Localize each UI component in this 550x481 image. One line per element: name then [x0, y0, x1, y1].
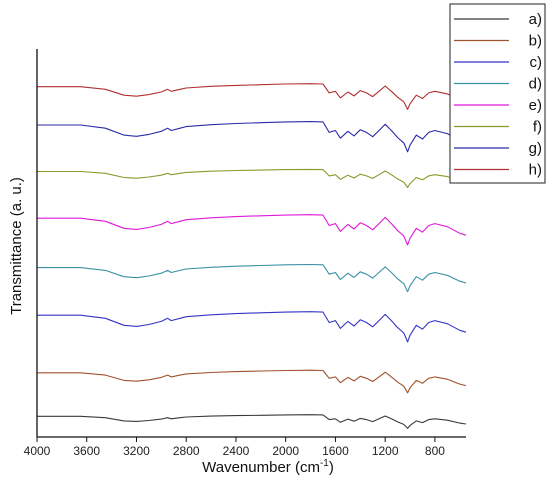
series-line-d — [37, 263, 467, 293]
y-axis-title: Transmittance (a. u.) — [8, 177, 25, 315]
series-line-b — [37, 369, 467, 394]
legend: a) b) c) d) e) f) g) h) — [449, 3, 546, 184]
x-tick-label: 2000 — [272, 444, 299, 458]
legend-label-b: b) — [529, 33, 542, 50]
series-line-a — [37, 414, 467, 429]
series-line-g — [37, 121, 467, 153]
x-axis-title-sup: -1 — [320, 458, 329, 469]
legend-box — [449, 3, 546, 184]
x-tick-label: 1200 — [372, 444, 399, 458]
legend-label-e: e) — [529, 97, 542, 114]
x-axis-title-close: ) — [329, 459, 334, 476]
x-tick-label: 3600 — [73, 444, 100, 458]
x-axis-ticks: 4000 3600 3200 2800 2400 2000 1600 1200 800 — [24, 437, 445, 458]
x-tick-label: 2800 — [173, 444, 200, 458]
series-line-e — [37, 214, 467, 246]
legend-label-a: a) — [529, 11, 542, 28]
series-line-c — [37, 311, 467, 343]
legend-label-g: g) — [529, 140, 542, 157]
plot-area — [37, 83, 467, 429]
x-tick-label: 800 — [425, 444, 445, 458]
series-line-h — [37, 83, 467, 110]
x-axis-title: Wavenumber (cm-1) — [202, 458, 334, 476]
legend-label-f: f) — [533, 119, 542, 136]
x-tick-label: 4000 — [24, 444, 51, 458]
legend-label-d: d) — [529, 76, 542, 93]
legend-label-c: c) — [530, 54, 543, 71]
x-axis-title-main: Wavenumber (cm — [202, 459, 320, 476]
x-tick-label: 2400 — [223, 444, 250, 458]
x-tick-label: 1600 — [322, 444, 349, 458]
legend-label-h: h) — [529, 162, 542, 179]
x-tick-label: 3200 — [123, 444, 150, 458]
series-line-f — [37, 168, 467, 189]
